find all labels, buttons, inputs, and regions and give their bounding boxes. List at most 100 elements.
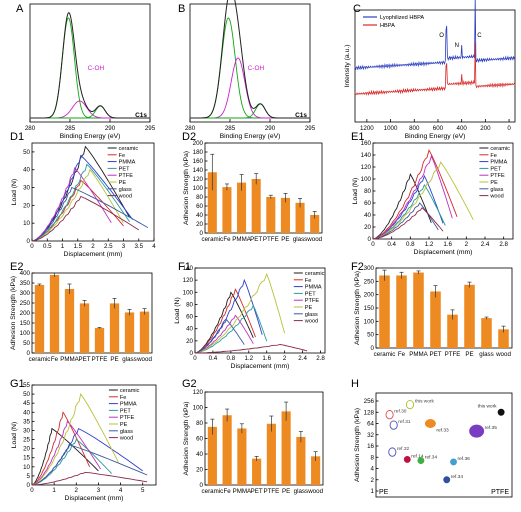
scatter-point bbox=[497, 408, 505, 416]
legend-entry: Fe bbox=[305, 278, 312, 284]
y-tick-label: 8 bbox=[371, 454, 375, 461]
x-tick-label: 0 bbox=[371, 241, 375, 248]
legend-entry: PTFE bbox=[120, 415, 135, 421]
y-tick-label: 2 bbox=[371, 477, 375, 484]
legend-entry: ceramic bbox=[120, 388, 140, 394]
y-tick-label: 150 bbox=[20, 320, 31, 327]
x-axis-label: Displacement (mm) bbox=[231, 363, 290, 370]
x-tick-label: PE bbox=[110, 356, 118, 363]
legend-entry: PMMA bbox=[119, 160, 136, 166]
y-tick-label: 40 bbox=[196, 212, 203, 219]
y-tick-label: 60 bbox=[196, 203, 203, 210]
x-tick-label: PE bbox=[281, 236, 289, 243]
y-tick-label: 180 bbox=[193, 149, 204, 156]
x-tick-label: 2.4 bbox=[481, 241, 490, 248]
legend-entry: PET bbox=[305, 291, 316, 297]
x-tick-label: 280 bbox=[25, 125, 36, 132]
y-axis-label: Adhesion Strength (kPa) bbox=[183, 401, 190, 475]
point-label: ref.35 bbox=[485, 425, 498, 431]
panel-label-e1: E1 bbox=[351, 131, 364, 143]
legend-entry: ceramic bbox=[119, 146, 139, 152]
bar-glass bbox=[124, 312, 135, 353]
group-label-pe: PE bbox=[379, 489, 389, 496]
x-tick-label: 0.8 bbox=[406, 241, 415, 248]
series-line-pe bbox=[31, 393, 119, 486]
x-tick-label: 2.5 bbox=[104, 243, 113, 250]
series-line-ptfe bbox=[372, 154, 453, 240]
y-tick-label: 20 bbox=[186, 338, 193, 345]
x-tick-label: wood bbox=[495, 351, 511, 358]
x-tick-label: Fe bbox=[398, 351, 406, 358]
x-tick-label: 0.4 bbox=[209, 355, 218, 362]
bar-glass bbox=[296, 436, 306, 485]
series-line-wood bbox=[31, 195, 140, 242]
y-tick-label: 20 bbox=[196, 221, 203, 228]
y-tick-label: 20 bbox=[23, 202, 30, 209]
y-tick-label: 120 bbox=[193, 389, 204, 396]
x-tick-label: glass bbox=[294, 488, 308, 495]
series-line-ceramic bbox=[372, 172, 432, 240]
scatter-point bbox=[424, 419, 436, 428]
y-tick-label: 0 bbox=[371, 345, 375, 352]
x-tick-label: 0 bbox=[30, 243, 34, 250]
x-tick-label: 1 bbox=[52, 487, 56, 494]
legend-entry: PMMA bbox=[305, 285, 322, 291]
panel-label-e2: E2 bbox=[10, 261, 23, 273]
y-tick-label: 80 bbox=[196, 194, 203, 201]
y-tick-label: 20 bbox=[196, 467, 203, 474]
x-tick-label: PET bbox=[78, 356, 90, 363]
x-tick-label: 295 bbox=[145, 125, 156, 132]
panel-label-a: A bbox=[16, 3, 24, 15]
panel-label-b: B bbox=[178, 3, 185, 15]
x-tick-label: 0 bbox=[30, 487, 34, 494]
legend-entry: PMMA bbox=[120, 402, 137, 408]
scatter-point bbox=[389, 420, 398, 430]
y-tick-label: 100 bbox=[193, 185, 204, 192]
bar-ceramic bbox=[207, 172, 217, 233]
bar-pe bbox=[280, 197, 290, 233]
series-line-ceramic bbox=[194, 291, 254, 354]
bar-pe bbox=[281, 411, 291, 485]
legend-entry: PE bbox=[120, 422, 128, 428]
y-tick-label: 20 bbox=[23, 446, 30, 453]
x-axis-label: Binding Energy (eV) bbox=[60, 133, 121, 140]
x-tick-label: 295 bbox=[305, 125, 316, 132]
y-tick-label: 200 bbox=[193, 140, 204, 147]
x-tick-label: 280 bbox=[185, 125, 196, 132]
x-tick-label: 3.5 bbox=[134, 243, 143, 250]
y-tick-label: 50 bbox=[367, 332, 374, 339]
series-line-pe bbox=[372, 161, 474, 240]
legend-entry: HBPA bbox=[380, 23, 395, 29]
panel-label-d2: D2 bbox=[182, 131, 196, 143]
bar-ptfe bbox=[447, 314, 458, 348]
x-tick-label: 4 bbox=[152, 243, 156, 250]
plot-frame bbox=[194, 267, 326, 354]
bar-wood bbox=[498, 329, 509, 348]
legend-entry: Lyophilized HBPA bbox=[380, 15, 424, 21]
legend-entry: ceramic bbox=[305, 271, 325, 277]
group-label-ptfe: PTFE bbox=[491, 489, 509, 496]
series-line-ptfe bbox=[31, 166, 112, 242]
series-line-pe bbox=[31, 168, 124, 242]
x-tick-label: 0 bbox=[193, 355, 197, 362]
y-tick-label: 140 bbox=[193, 167, 204, 174]
y-tick-label: 400 bbox=[20, 270, 31, 277]
scatter-point bbox=[417, 457, 425, 465]
y-tick-label: 80 bbox=[364, 188, 371, 195]
x-tick-label: PET bbox=[429, 351, 441, 358]
x-tick-label: 1.5 bbox=[73, 243, 82, 250]
legend-entry: PE bbox=[119, 180, 127, 186]
bar-ptfe bbox=[266, 197, 276, 233]
x-tick-label: 290 bbox=[265, 125, 276, 132]
x-tick-label: wood bbox=[136, 356, 152, 363]
x-tick-label: PET bbox=[251, 488, 263, 495]
x-tick-label: PMMA bbox=[409, 351, 428, 358]
legend-entry: PMMA bbox=[490, 160, 507, 166]
y-tick-label: 20 bbox=[364, 224, 371, 231]
peak-label: N bbox=[455, 43, 459, 49]
legend-entry: glass bbox=[490, 187, 503, 193]
legend-entry: PET bbox=[120, 408, 131, 414]
y-tick-label: 256 bbox=[364, 398, 375, 405]
series-line-pmma bbox=[31, 154, 133, 242]
bar-wood bbox=[310, 215, 320, 233]
